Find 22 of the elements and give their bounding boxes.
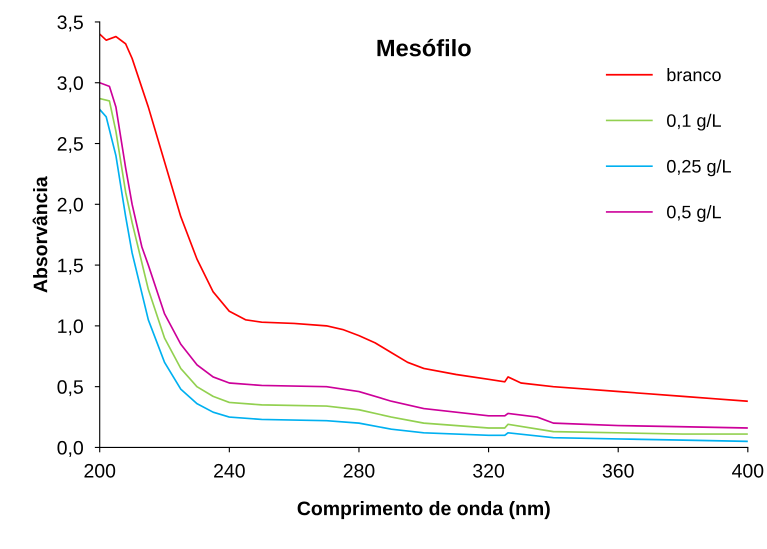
y-tick-label: 3,0 [57, 76, 83, 92]
line-series [100, 33, 748, 402]
legend-label: 0,5 g/L [667, 205, 721, 222]
y-tick-label: 0,0 [57, 440, 83, 457]
legend-label: 0,1 g/L [667, 114, 721, 131]
x-tick-label: 280 [344, 464, 374, 478]
y-tick-label: 1,5 [58, 258, 83, 275]
x-tick-label: 240 [214, 464, 245, 478]
y-tick-label: 1,0 [58, 319, 83, 336]
legend-label: 0,25 g/L [667, 159, 731, 176]
y-tick-label: 0,5 [57, 380, 83, 396]
x-axis-title: Comprimento de onda (nm) [298, 500, 550, 520]
y-tick-label: 3,5 [57, 15, 83, 32]
x-tick-label: 400 [732, 464, 764, 478]
x-tick-label: 200 [84, 464, 116, 478]
x-tick-label: 360 [602, 464, 634, 478]
text: Mesófilo [377, 38, 471, 56]
x-tick-label: 320 [473, 464, 504, 478]
legend-label: branco [667, 68, 721, 82]
y-tick-label: 2,5 [58, 136, 83, 154]
y-tick-label: 2,0 [58, 198, 83, 214]
y-axis-title: Absorvância [32, 176, 48, 293]
